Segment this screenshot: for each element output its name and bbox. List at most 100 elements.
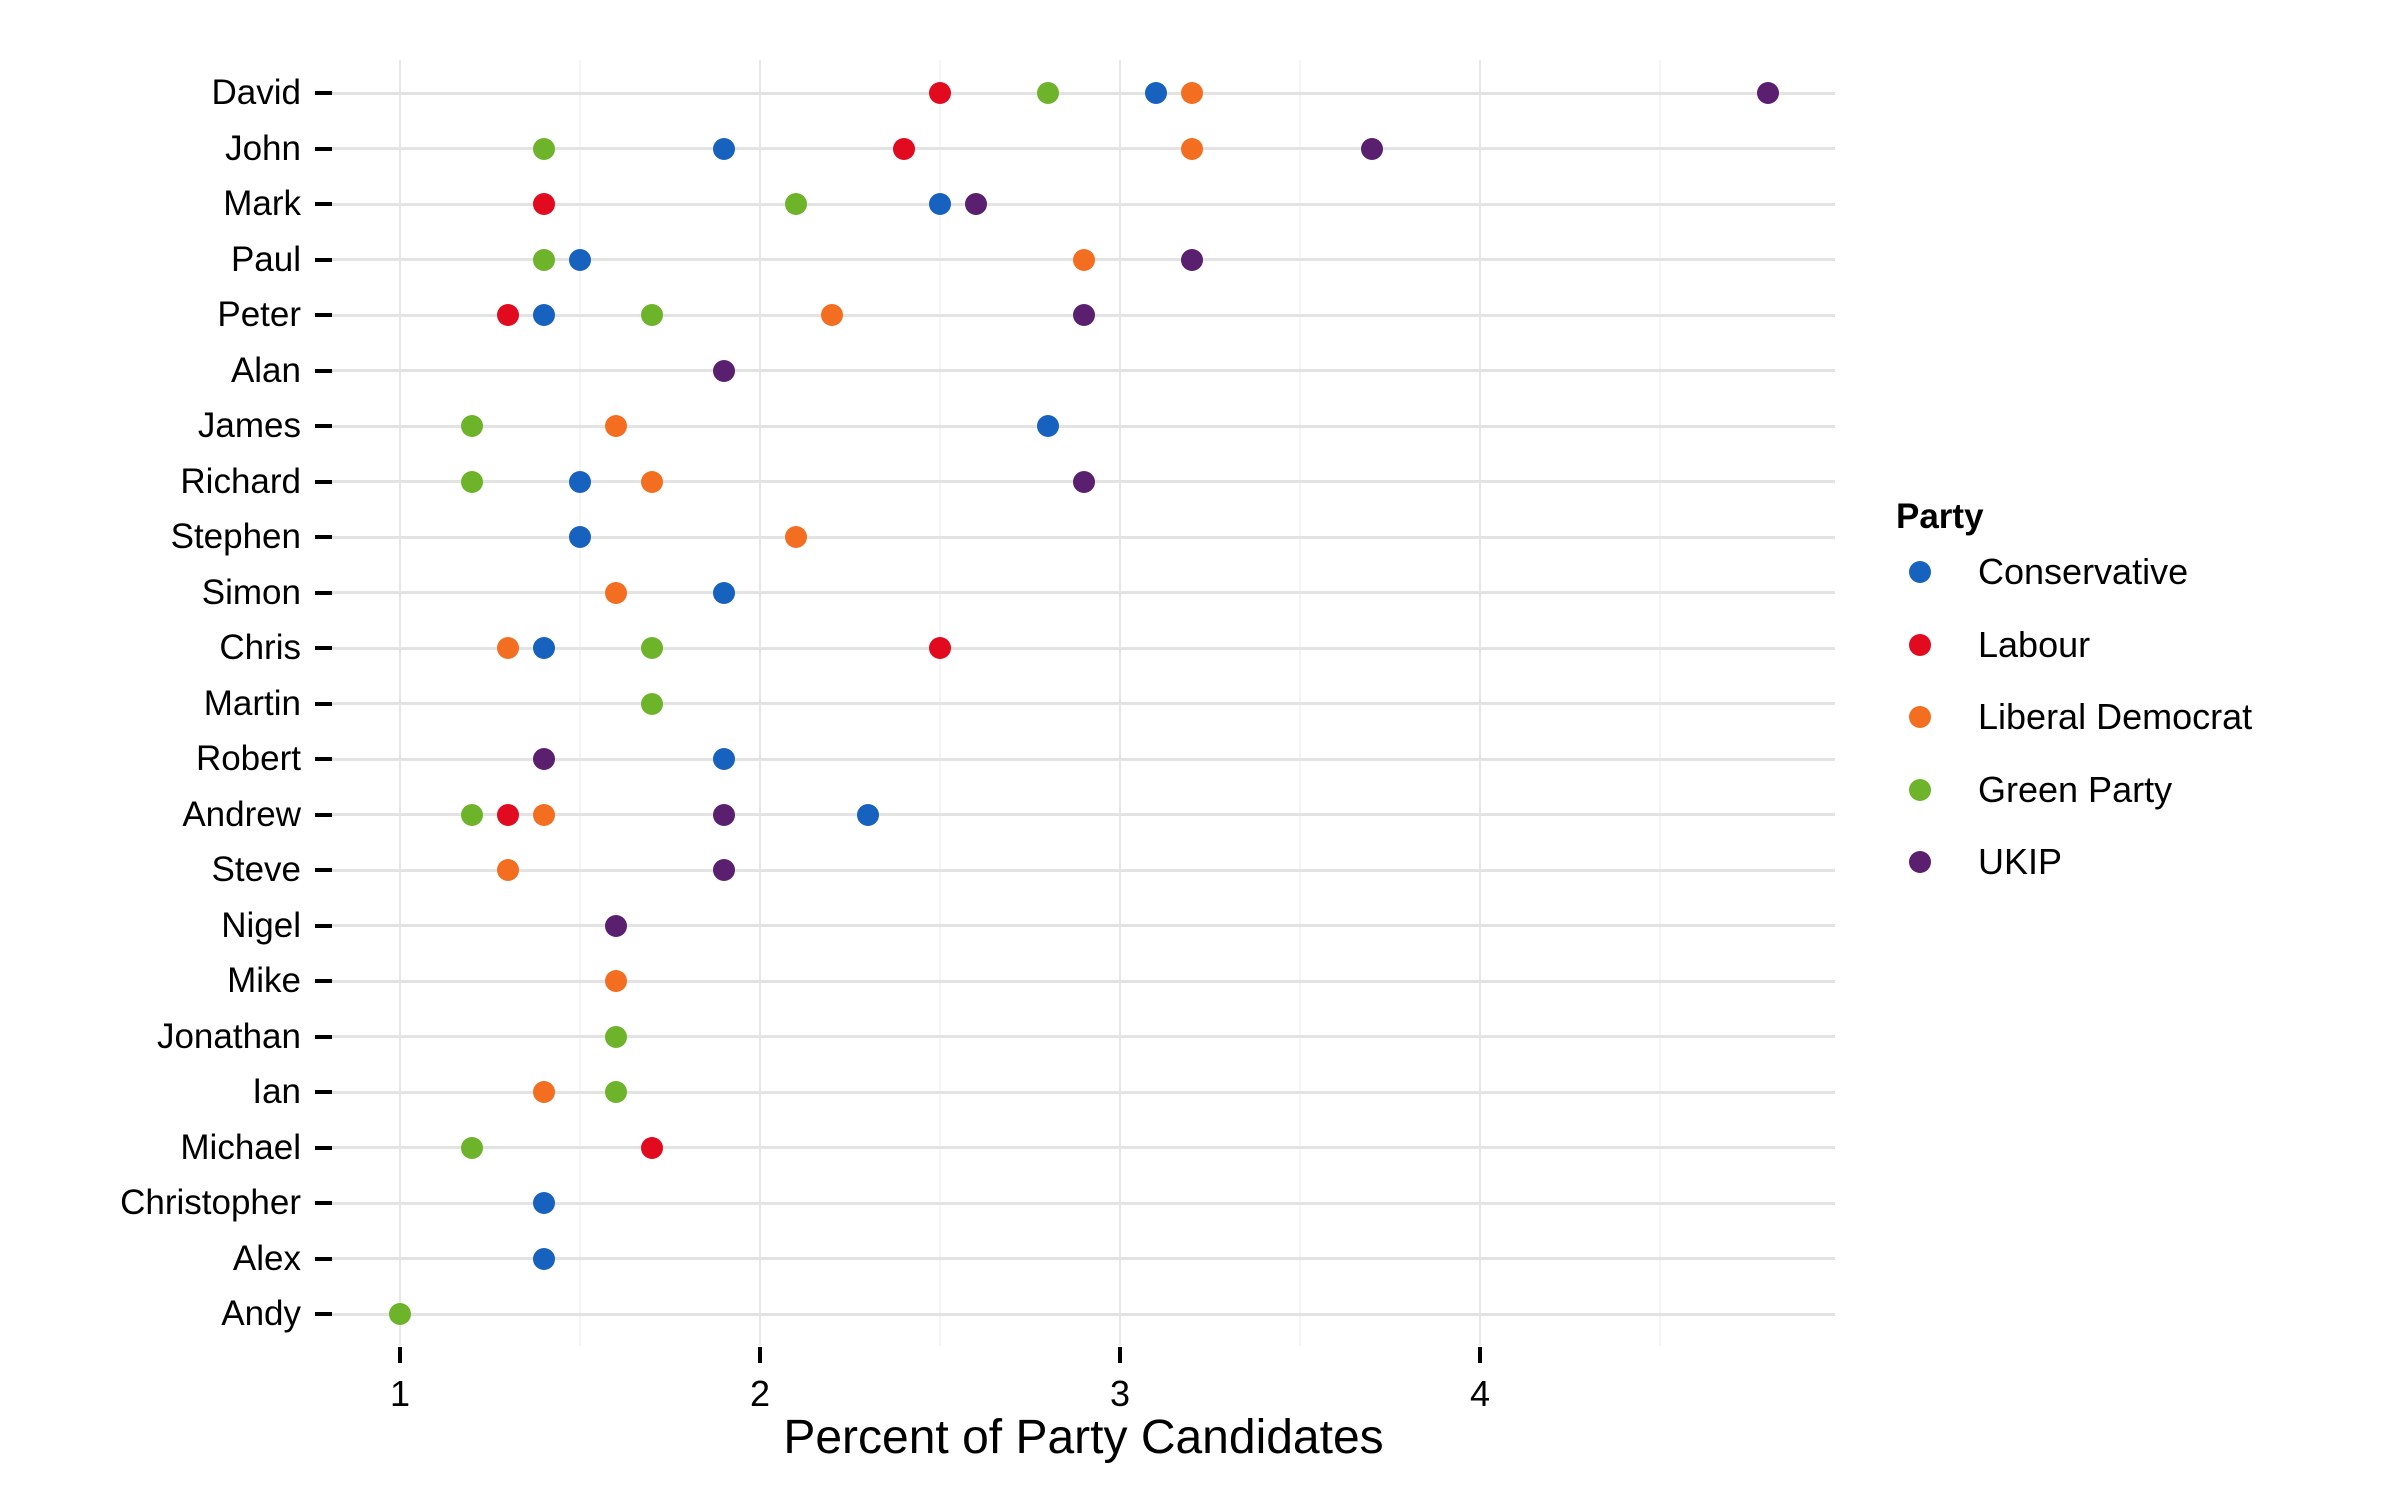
data-point	[605, 970, 627, 992]
data-point	[497, 304, 519, 326]
legend-dot-icon	[1909, 778, 1931, 801]
row-gridline	[332, 1146, 1835, 1149]
plot-panel	[332, 60, 1835, 1346]
y-tick-mark	[315, 1034, 332, 1039]
y-tick-mark	[315, 701, 332, 706]
data-point	[533, 637, 555, 659]
data-point	[965, 193, 987, 215]
legend-item-conservative: Conservative	[1896, 539, 2376, 612]
x-tick-label: 4	[1469, 1373, 1491, 1414]
data-point	[785, 526, 807, 548]
data-point	[929, 637, 951, 659]
legend-item-labour: Labour	[1896, 612, 2376, 685]
row-gridline	[332, 924, 1835, 927]
y-tick-mark	[315, 979, 332, 983]
y-tick-mark	[315, 1256, 332, 1261]
row-gridline	[332, 1035, 1835, 1038]
data-point	[713, 581, 735, 604]
legend-title: Party	[1896, 497, 1984, 536]
y-tick-mark	[315, 646, 332, 650]
data-point	[461, 470, 483, 493]
data-point	[929, 193, 951, 215]
data-point	[389, 1303, 411, 1325]
data-point	[641, 1136, 663, 1159]
x-tick-label: 1	[389, 1373, 411, 1414]
y-tick-mark	[315, 812, 332, 817]
data-point	[497, 859, 519, 881]
y-tick-label: Peter	[217, 295, 301, 334]
data-point	[821, 304, 843, 326]
y-tick-label: Mike	[227, 961, 301, 1000]
y-tick-mark	[315, 202, 332, 206]
data-point	[533, 248, 555, 271]
y-tick-label: Robert	[195, 739, 301, 778]
row-gridline	[332, 424, 1835, 428]
row-gridline	[332, 591, 1835, 594]
y-tick-mark	[315, 1090, 332, 1094]
data-point	[461, 1136, 483, 1159]
legend: Party Conservative Labour Liberal Democr…	[1896, 495, 2376, 902]
data-point	[533, 803, 555, 826]
row-gridline	[332, 147, 1835, 150]
legend-dot-icon	[1909, 851, 1931, 873]
row-gridline	[332, 813, 1835, 816]
data-point	[1181, 137, 1203, 160]
data-point	[605, 1081, 627, 1103]
y-tick-mark	[315, 91, 332, 95]
x-tick-mark	[1118, 1347, 1122, 1363]
legend-item-liberal-democrat: Liberal Democrat	[1896, 684, 2376, 757]
y-tick-mark	[315, 368, 332, 373]
data-point	[1361, 137, 1383, 160]
data-point	[533, 748, 555, 770]
row-gridline	[332, 1257, 1835, 1260]
y-tick-mark	[315, 424, 332, 428]
y-tick-mark	[315, 1312, 332, 1316]
y-tick-label: Jonathan	[156, 1016, 301, 1056]
row-gridline	[332, 702, 1835, 705]
y-tick-mark	[315, 590, 332, 595]
legend-label: Liberal Democrat	[1978, 696, 2253, 737]
y-tick-mark	[315, 923, 332, 928]
row-gridline	[332, 757, 1835, 761]
data-point	[569, 470, 591, 493]
y-tick-mark	[315, 313, 332, 317]
data-point	[533, 193, 555, 215]
data-point	[641, 304, 663, 326]
row-gridline	[332, 1201, 1835, 1205]
x-tick-label: 2	[749, 1373, 771, 1414]
y-tick-label: Michael	[180, 1127, 301, 1167]
row-gridline	[332, 202, 1835, 206]
data-point	[857, 803, 879, 826]
row-gridline	[332, 646, 1835, 650]
data-point	[1181, 82, 1203, 104]
y-tick-mark	[315, 257, 332, 262]
legend-label: Green Party	[1978, 768, 2173, 810]
data-point	[713, 803, 735, 826]
row-gridline	[332, 868, 1835, 872]
legend-item-ukip: UKIP	[1896, 829, 2376, 902]
data-point	[641, 637, 663, 659]
data-point	[785, 193, 807, 215]
y-tick-mark	[315, 868, 332, 872]
data-point	[605, 581, 627, 604]
data-point	[641, 470, 663, 493]
x-tick-label: 3	[1109, 1373, 1131, 1414]
data-point	[929, 82, 951, 104]
data-point	[893, 137, 915, 160]
data-point	[1073, 304, 1095, 326]
legend-label: Conservative	[1978, 551, 2189, 592]
y-tick-label: Christopher	[120, 1183, 301, 1222]
data-point	[1037, 82, 1059, 104]
y-tick-label: Andy	[221, 1294, 301, 1333]
data-point	[533, 137, 555, 160]
y-tick-label: Nigel	[221, 905, 301, 945]
y-tick-label: John	[225, 128, 301, 168]
y-tick-label: Simon	[201, 572, 301, 612]
data-point	[461, 415, 483, 437]
row-gridline	[332, 369, 1835, 372]
legend-label: UKIP	[1978, 841, 2063, 882]
data-point	[641, 692, 663, 715]
data-point	[605, 914, 627, 937]
y-tick-label: Richard	[180, 461, 301, 501]
